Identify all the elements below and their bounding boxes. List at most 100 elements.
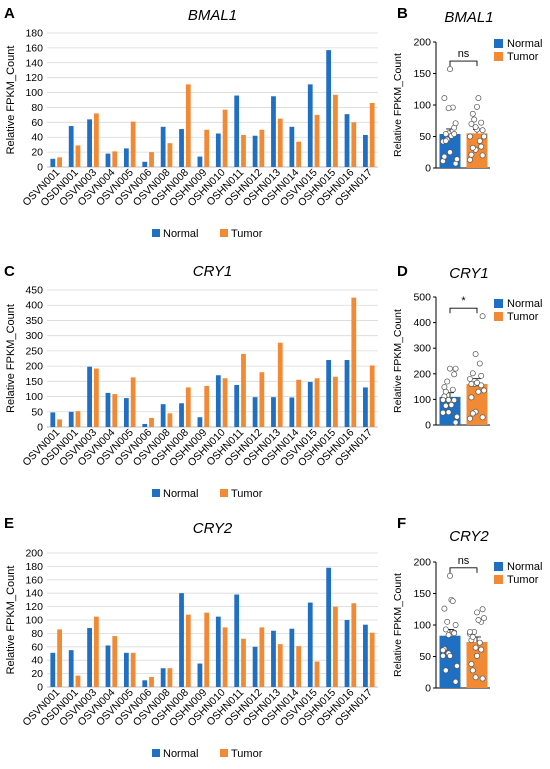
bar-tumor	[149, 152, 154, 167]
legend-swatch-tumor	[494, 52, 503, 61]
data-point	[469, 634, 476, 640]
y-tick-label: 0	[425, 683, 431, 695]
bar-normal	[289, 126, 295, 167]
data-point	[467, 628, 473, 635]
data-point	[440, 647, 446, 654]
bar-tumor	[112, 636, 118, 687]
y-tick-label: 250	[25, 345, 43, 357]
bar-normal	[68, 650, 74, 687]
legend-swatch-normal	[152, 229, 160, 237]
data-point	[442, 137, 449, 144]
y-tick-label: 20	[31, 147, 43, 159]
data-point	[476, 137, 483, 144]
bar-tumor	[112, 394, 118, 427]
data-point	[442, 402, 449, 409]
bar-normal	[160, 126, 166, 167]
data-point	[475, 617, 482, 623]
data-point	[445, 396, 452, 403]
data-point	[468, 151, 475, 158]
bar-normal	[326, 360, 332, 427]
y-tick-label: 100	[25, 615, 43, 627]
bar-normal	[271, 397, 276, 427]
bar-normal	[197, 417, 203, 427]
bar-normal	[179, 593, 184, 687]
data-point	[441, 95, 448, 102]
bar-normal	[215, 375, 221, 427]
legend-swatch-tumor	[220, 749, 228, 757]
bar-normal	[363, 624, 368, 687]
bar-tumor	[167, 668, 173, 687]
data-point	[469, 667, 476, 674]
chart-panel-d: D CRY1 0 100 200 300 400 500 Relative FPKM_Count…	[392, 263, 542, 432]
bar-tumor	[149, 676, 154, 687]
chart-title: BMAL1	[188, 7, 237, 24]
bar-normal	[252, 646, 258, 687]
y-tick-label: 40	[31, 655, 43, 667]
y-tick-label: 120	[25, 72, 43, 84]
legend-swatch-tumor	[220, 489, 228, 497]
panel-letter: D	[397, 263, 408, 280]
data-point	[467, 415, 473, 422]
bar-normal	[68, 411, 74, 427]
bar-normal	[50, 652, 56, 687]
bar-tumor	[296, 141, 302, 167]
data-point	[467, 133, 473, 140]
y-tick-label: 120	[25, 601, 43, 613]
legend-label: Normal	[507, 38, 542, 50]
legend-label: Tumor	[507, 311, 539, 323]
y-tick-label: 50	[31, 406, 43, 418]
data-point	[445, 632, 452, 639]
bar-tumor	[351, 122, 357, 167]
y-tick-label: 150	[25, 376, 43, 388]
y-axis-label: Relative FPKM_Count	[5, 304, 17, 413]
data-point	[468, 661, 475, 668]
bar-tumor	[259, 627, 265, 687]
y-tick-label: 450	[25, 285, 43, 297]
bar-tumor	[241, 353, 246, 427]
y-tick-label: 40	[31, 132, 43, 144]
y-tick-label: 150	[413, 588, 431, 600]
bar-tumor	[222, 627, 228, 687]
data-point	[447, 365, 453, 372]
data-point	[452, 365, 459, 372]
y-tick-label: 20	[31, 668, 43, 680]
data-point	[472, 124, 479, 131]
y-tick-label: 100	[413, 100, 431, 112]
y-tick-label: 200	[25, 548, 43, 560]
data-point	[475, 95, 482, 102]
y-tick-label: 100	[25, 391, 43, 403]
bar-normal	[160, 668, 166, 687]
data-point	[451, 371, 458, 378]
data-point	[472, 674, 479, 681]
data-point	[481, 615, 487, 622]
bar-tumor	[167, 413, 173, 427]
y-tick-label: 100	[413, 394, 431, 406]
legend-label: Tumor	[231, 748, 263, 760]
data-point	[468, 120, 475, 127]
bar-tumor	[185, 387, 191, 427]
data-point	[467, 375, 473, 382]
bar-normal	[271, 630, 276, 687]
y-tick-label: 0	[37, 162, 43, 174]
bar-tumor	[130, 121, 136, 167]
legend-label: Tumor	[507, 574, 539, 586]
bar-tumor	[75, 411, 81, 427]
bar-normal	[179, 129, 184, 167]
bar-normal	[326, 567, 332, 687]
data-point	[451, 397, 458, 404]
bar-tumor	[314, 378, 320, 427]
bar-normal	[252, 135, 258, 167]
y-tick-label: 100	[413, 620, 431, 632]
data-point	[454, 413, 460, 420]
y-tick-label: 200	[25, 361, 43, 373]
significance-label: ns	[458, 555, 470, 567]
bar-tumor	[296, 646, 302, 687]
data-point	[454, 663, 460, 669]
data-point	[478, 143, 485, 150]
bar-normal	[307, 381, 313, 427]
data-point	[469, 110, 476, 117]
bar-normal	[252, 397, 258, 427]
bar-tumor	[57, 629, 62, 687]
bar-tumor	[57, 419, 62, 427]
